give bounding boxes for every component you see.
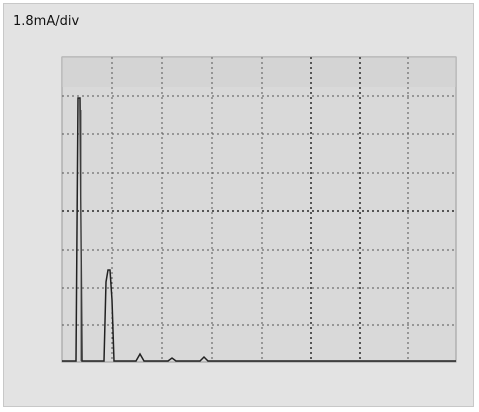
screen-bg [62, 57, 456, 362]
scope-screen [0, 0, 479, 412]
screen-shade [62, 57, 456, 87]
